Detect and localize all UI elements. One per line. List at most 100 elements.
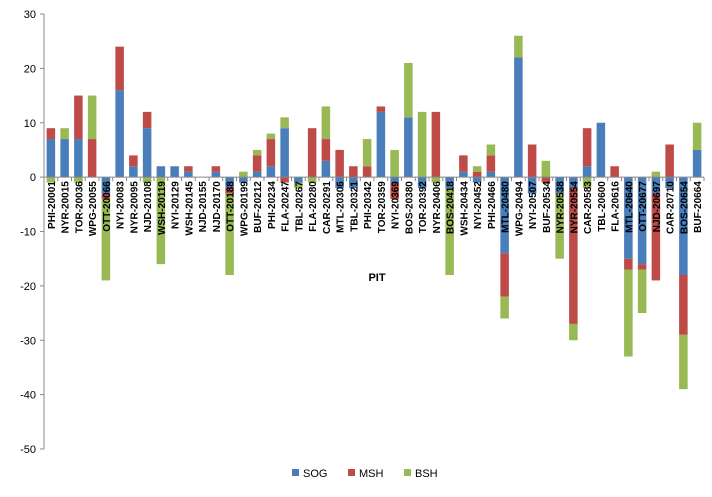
x-category-label: TOR-20036: [74, 181, 85, 234]
bar-sog: [569, 177, 578, 189]
x-category-label: BUF-20212: [253, 181, 264, 233]
x-category-label: NYR-20406: [432, 181, 443, 234]
x-category-label: TOR-20359: [377, 181, 388, 234]
x-category-label: TOR-20392: [418, 181, 429, 234]
x-category-label: NYR-20095: [129, 181, 140, 234]
x-category-label: MTL-20640: [624, 181, 635, 233]
bar-msh: [335, 149, 344, 178]
x-category-label: WPG-20055: [88, 181, 99, 236]
x-category-label: NYR-20015: [61, 181, 72, 234]
bar-msh: [582, 128, 592, 167]
x-category-label: BOS-20380: [404, 181, 415, 234]
bar-bsh: [142, 177, 152, 183]
legend-label-msh: MSH: [359, 468, 384, 480]
x-category-label: NYI-20507: [528, 181, 539, 229]
bar-sog: [129, 166, 138, 178]
bar-sog: [527, 177, 537, 194]
bar-sog: [404, 117, 413, 178]
x-category-label: MTL-20306: [336, 181, 347, 233]
x-category-label: TBL-20267: [294, 181, 305, 232]
bar-sog: [651, 177, 661, 194]
bar-bsh: [280, 117, 289, 129]
bar-msh: [431, 111, 441, 178]
x-category-label: NYI-20369: [391, 181, 402, 229]
bar-sog: [417, 177, 427, 189]
bar-sog: [555, 177, 564, 194]
bar-bsh: [679, 334, 688, 390]
bar-sog: [74, 139, 83, 178]
x-category-label: CAR-20583: [583, 181, 594, 234]
bar-bsh: [101, 198, 111, 281]
bar-sog: [637, 177, 647, 265]
y-tick-label: -30: [20, 335, 36, 347]
x-category-label: NYR-20538: [556, 181, 567, 234]
x-category-label: NYI-20083: [116, 181, 127, 229]
x-category-label: NJD-20170: [212, 181, 223, 233]
x-category-label: CAR-20710: [666, 181, 677, 234]
bar-bsh: [637, 269, 647, 314]
bar-msh: [541, 177, 551, 183]
bar-sog: [624, 177, 633, 259]
bar-sog: [500, 177, 509, 254]
x-category-label: TBL-20600: [597, 181, 608, 232]
legend-label-bsh: BSH: [415, 468, 438, 480]
bar-bsh: [362, 139, 372, 167]
x-category-label: BOS-20418: [446, 181, 457, 234]
bar-bsh: [472, 166, 482, 172]
bar-bsh: [582, 177, 592, 189]
bar-bsh: [307, 177, 317, 183]
bar-bsh: [60, 128, 69, 140]
bar-msh: [610, 166, 619, 178]
x-category-label: BUF-20534: [542, 181, 553, 233]
bar-sog: [280, 128, 289, 178]
bar-sog: [156, 166, 166, 178]
x-category-label: FLA-20280: [308, 181, 319, 232]
x-category-label: MTL-20480: [501, 181, 512, 233]
legend-swatch-msh: [348, 469, 355, 476]
y-tick-label: 0: [30, 172, 36, 184]
bar-bsh: [651, 171, 661, 178]
bar-sog: [665, 177, 674, 189]
bar-bsh: [266, 133, 276, 140]
bar-msh: [527, 144, 537, 178]
y-tick-label: 20: [24, 63, 36, 75]
x-category-label: CAR-20291: [322, 181, 333, 234]
bar-bsh: [321, 106, 331, 140]
bar-bsh: [624, 269, 633, 357]
bar-bsh: [692, 122, 702, 150]
bar-msh: [637, 264, 647, 270]
plot-area: [46, 35, 702, 390]
bar-sog: [115, 90, 124, 178]
x-category-label: NJD-20155: [198, 181, 209, 233]
x-category-label: WPG-20199: [239, 181, 250, 236]
bar-sog: [101, 177, 111, 194]
bar-bsh: [569, 323, 578, 341]
x-category-label: PHI-20342: [363, 181, 374, 229]
bar-bsh: [486, 144, 496, 156]
bar-bsh: [404, 62, 413, 118]
bar-msh: [252, 155, 262, 172]
bar-msh: [665, 144, 674, 178]
bar-sog: [582, 166, 592, 178]
x-category-label: NYI-20129: [171, 181, 182, 229]
bar-sog: [335, 177, 344, 189]
bar-bsh: [431, 177, 441, 183]
bar-sog: [514, 57, 523, 178]
bar-msh: [115, 46, 124, 91]
y-tick-label: 30: [24, 9, 36, 21]
x-category-label: WPG-20494: [514, 181, 525, 236]
bar-bsh: [156, 177, 166, 265]
x-category-label: NYR-20554: [569, 181, 580, 234]
bar-msh: [376, 106, 386, 112]
bar-bsh: [252, 149, 262, 156]
bar-msh: [569, 188, 578, 324]
x-category-label: WSH-20434: [459, 181, 470, 236]
bar-sog: [60, 139, 69, 178]
x-category-label: BUF-20664: [693, 181, 704, 233]
bar-sog: [472, 177, 482, 183]
x-category-label: OTT-20188: [226, 181, 237, 232]
bar-sog: [486, 171, 496, 178]
x-category-label: NYI-20452: [473, 181, 484, 229]
